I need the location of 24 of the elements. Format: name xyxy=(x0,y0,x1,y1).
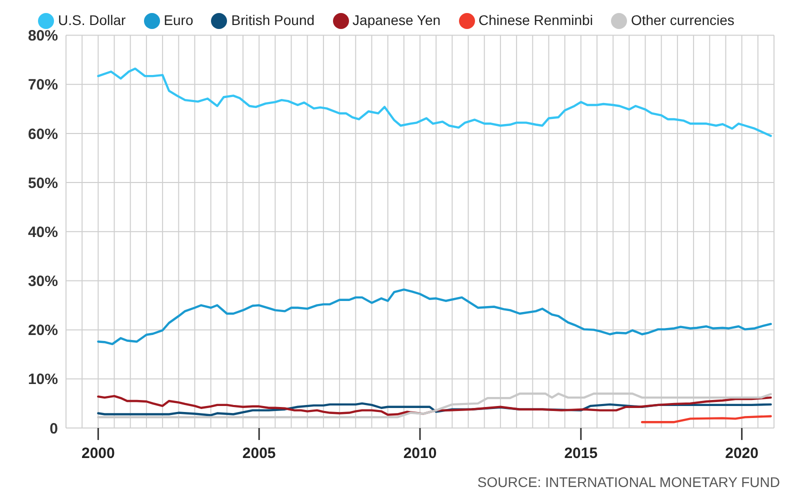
x-tick-label: 2020 xyxy=(725,445,759,462)
legend-label: British Pound xyxy=(231,12,315,28)
legend-label: Chinese Renminbi xyxy=(478,12,593,28)
legend-label: U.S. Dollar xyxy=(58,12,126,28)
line-series xyxy=(97,288,772,346)
x-tick-label: 2015 xyxy=(564,445,598,462)
line-series xyxy=(97,402,772,416)
y-tick-label: 60% xyxy=(28,126,58,143)
legend-label: Japanese Yen xyxy=(352,12,441,28)
x-tick-label: 2000 xyxy=(81,445,115,462)
line-series xyxy=(97,68,772,138)
source-note: SOURCE: INTERNATIONAL MONETARY FUND xyxy=(477,474,780,490)
x-tick-label: 2010 xyxy=(403,445,437,462)
y-tick-label: 80% xyxy=(28,28,58,45)
y-tick-label: 70% xyxy=(28,76,58,94)
y-tick-label: 20% xyxy=(28,322,58,340)
y-tick-label: 10% xyxy=(28,371,58,388)
x-tick-label: 2005 xyxy=(242,445,276,462)
y-tick-label: 50% xyxy=(28,174,58,192)
legend-label: Euro xyxy=(164,12,194,28)
y-tick-label: 0 xyxy=(50,420,58,438)
y-tick-label: 30% xyxy=(28,273,58,290)
legend-label: Other currencies xyxy=(630,12,734,28)
y-tick-label: 40% xyxy=(28,224,58,241)
